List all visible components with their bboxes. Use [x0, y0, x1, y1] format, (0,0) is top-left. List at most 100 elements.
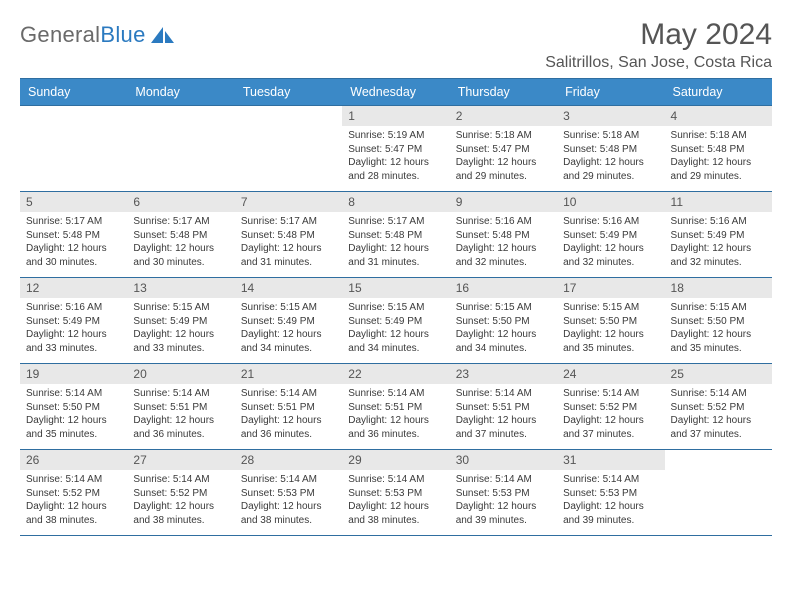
day-detail-line: Sunset: 5:52 PM — [671, 401, 766, 415]
day-detail-line: Sunrise: 5:16 AM — [563, 215, 658, 229]
day-details: Sunrise: 5:15 AMSunset: 5:50 PMDaylight:… — [557, 298, 664, 357]
day-details: Sunrise: 5:15 AMSunset: 5:49 PMDaylight:… — [235, 298, 342, 357]
calendar-cell: 15Sunrise: 5:15 AMSunset: 5:49 PMDayligh… — [342, 278, 449, 364]
day-detail-line: Sunset: 5:47 PM — [456, 143, 551, 157]
calendar-cell: 6Sunrise: 5:17 AMSunset: 5:48 PMDaylight… — [127, 192, 234, 278]
day-detail-line: Sunset: 5:50 PM — [26, 401, 121, 415]
day-number: 13 — [127, 278, 234, 298]
day-details: Sunrise: 5:14 AMSunset: 5:50 PMDaylight:… — [20, 384, 127, 443]
day-detail-line: Sunset: 5:51 PM — [133, 401, 228, 415]
calendar-cell: 5Sunrise: 5:17 AMSunset: 5:48 PMDaylight… — [20, 192, 127, 278]
day-detail-line: Daylight: 12 hours — [241, 500, 336, 514]
calendar-cell: 17Sunrise: 5:15 AMSunset: 5:50 PMDayligh… — [557, 278, 664, 364]
day-detail-line: and 37 minutes. — [671, 428, 766, 442]
day-detail-line: and 28 minutes. — [348, 170, 443, 184]
day-detail-line: Daylight: 12 hours — [133, 500, 228, 514]
calendar-cell — [20, 106, 127, 192]
day-detail-line: Sunrise: 5:18 AM — [671, 129, 766, 143]
col-sat: Saturday — [665, 79, 772, 106]
calendar-cell — [665, 450, 772, 536]
day-detail-line: Sunrise: 5:16 AM — [671, 215, 766, 229]
day-details: Sunrise: 5:18 AMSunset: 5:47 PMDaylight:… — [450, 126, 557, 185]
day-details — [20, 112, 127, 117]
calendar-cell: 23Sunrise: 5:14 AMSunset: 5:51 PMDayligh… — [450, 364, 557, 450]
day-number: 31 — [557, 450, 664, 470]
day-number: 7 — [235, 192, 342, 212]
day-number: 9 — [450, 192, 557, 212]
day-number: 6 — [127, 192, 234, 212]
day-number: 18 — [665, 278, 772, 298]
day-details — [235, 112, 342, 117]
day-detail-line: and 37 minutes. — [563, 428, 658, 442]
day-number: 20 — [127, 364, 234, 384]
day-number: 2 — [450, 106, 557, 126]
day-detail-line: Sunrise: 5:15 AM — [133, 301, 228, 315]
day-number: 17 — [557, 278, 664, 298]
day-details: Sunrise: 5:16 AMSunset: 5:48 PMDaylight:… — [450, 212, 557, 271]
calendar-cell: 3Sunrise: 5:18 AMSunset: 5:48 PMDaylight… — [557, 106, 664, 192]
day-detail-line: Sunrise: 5:14 AM — [348, 473, 443, 487]
day-detail-line: Daylight: 12 hours — [671, 414, 766, 428]
day-detail-line: Sunset: 5:49 PM — [241, 315, 336, 329]
day-detail-line: and 35 minutes. — [26, 428, 121, 442]
day-detail-line: Sunset: 5:48 PM — [456, 229, 551, 243]
day-detail-line: Daylight: 12 hours — [26, 414, 121, 428]
day-detail-line: and 35 minutes. — [671, 342, 766, 356]
header: GeneralBlue May 2024 Salitrillos, San Jo… — [20, 18, 772, 72]
calendar-cell: 7Sunrise: 5:17 AMSunset: 5:48 PMDaylight… — [235, 192, 342, 278]
calendar-cell: 29Sunrise: 5:14 AMSunset: 5:53 PMDayligh… — [342, 450, 449, 536]
day-detail-line: Daylight: 12 hours — [563, 500, 658, 514]
day-number: 25 — [665, 364, 772, 384]
calendar-cell: 31Sunrise: 5:14 AMSunset: 5:53 PMDayligh… — [557, 450, 664, 536]
day-details: Sunrise: 5:17 AMSunset: 5:48 PMDaylight:… — [342, 212, 449, 271]
day-number: 14 — [235, 278, 342, 298]
day-details: Sunrise: 5:15 AMSunset: 5:49 PMDaylight:… — [127, 298, 234, 357]
calendar-cell: 2Sunrise: 5:18 AMSunset: 5:47 PMDaylight… — [450, 106, 557, 192]
day-details: Sunrise: 5:18 AMSunset: 5:48 PMDaylight:… — [557, 126, 664, 185]
day-detail-line: and 35 minutes. — [563, 342, 658, 356]
day-detail-line: and 38 minutes. — [26, 514, 121, 528]
day-detail-line: Sunset: 5:48 PM — [348, 229, 443, 243]
day-detail-line: Daylight: 12 hours — [348, 242, 443, 256]
calendar-cell: 19Sunrise: 5:14 AMSunset: 5:50 PMDayligh… — [20, 364, 127, 450]
calendar-row: 1Sunrise: 5:19 AMSunset: 5:47 PMDaylight… — [20, 106, 772, 192]
page-subtitle: Salitrillos, San Jose, Costa Rica — [545, 54, 772, 72]
calendar-row: 26Sunrise: 5:14 AMSunset: 5:52 PMDayligh… — [20, 450, 772, 536]
day-detail-line: Sunrise: 5:15 AM — [671, 301, 766, 315]
day-details: Sunrise: 5:14 AMSunset: 5:52 PMDaylight:… — [20, 470, 127, 529]
day-details — [127, 112, 234, 117]
day-detail-line: and 37 minutes. — [456, 428, 551, 442]
page-title: May 2024 — [545, 18, 772, 52]
day-detail-line: and 36 minutes. — [348, 428, 443, 442]
calendar-cell: 25Sunrise: 5:14 AMSunset: 5:52 PMDayligh… — [665, 364, 772, 450]
day-detail-line: and 32 minutes. — [456, 256, 551, 270]
logo: GeneralBlue — [20, 18, 176, 48]
day-detail-line: and 38 minutes. — [348, 514, 443, 528]
day-detail-line: and 39 minutes. — [456, 514, 551, 528]
day-detail-line: Daylight: 12 hours — [563, 156, 658, 170]
calendar-cell: 16Sunrise: 5:15 AMSunset: 5:50 PMDayligh… — [450, 278, 557, 364]
calendar-cell — [235, 106, 342, 192]
calendar-cell: 28Sunrise: 5:14 AMSunset: 5:53 PMDayligh… — [235, 450, 342, 536]
day-detail-line: Sunrise: 5:14 AM — [26, 473, 121, 487]
day-detail-line: and 34 minutes. — [348, 342, 443, 356]
calendar-cell: 18Sunrise: 5:15 AMSunset: 5:50 PMDayligh… — [665, 278, 772, 364]
day-details: Sunrise: 5:14 AMSunset: 5:53 PMDaylight:… — [235, 470, 342, 529]
day-number: 29 — [342, 450, 449, 470]
day-detail-line: Sunrise: 5:14 AM — [241, 473, 336, 487]
day-number: 23 — [450, 364, 557, 384]
day-detail-line: Sunset: 5:49 PM — [563, 229, 658, 243]
day-detail-line: Sunrise: 5:17 AM — [348, 215, 443, 229]
calendar-cell: 9Sunrise: 5:16 AMSunset: 5:48 PMDaylight… — [450, 192, 557, 278]
day-details: Sunrise: 5:14 AMSunset: 5:53 PMDaylight:… — [450, 470, 557, 529]
day-detail-line: Sunrise: 5:14 AM — [563, 473, 658, 487]
day-detail-line: Sunset: 5:52 PM — [26, 487, 121, 501]
day-detail-line: Sunrise: 5:18 AM — [563, 129, 658, 143]
calendar-row: 12Sunrise: 5:16 AMSunset: 5:49 PMDayligh… — [20, 278, 772, 364]
day-detail-line: Daylight: 12 hours — [348, 328, 443, 342]
day-detail-line: Daylight: 12 hours — [563, 242, 658, 256]
calendar-cell: 13Sunrise: 5:15 AMSunset: 5:49 PMDayligh… — [127, 278, 234, 364]
day-detail-line: and 29 minutes. — [563, 170, 658, 184]
day-detail-line: and 36 minutes. — [133, 428, 228, 442]
calendar-cell: 24Sunrise: 5:14 AMSunset: 5:52 PMDayligh… — [557, 364, 664, 450]
